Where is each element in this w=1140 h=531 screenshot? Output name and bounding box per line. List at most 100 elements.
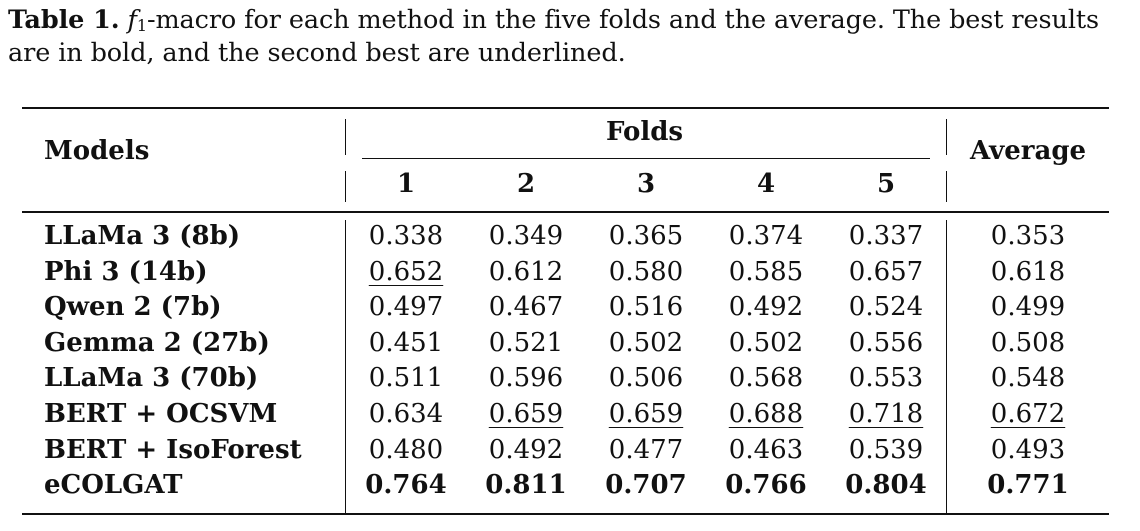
fold-3-score: 0.365 (591, 221, 701, 251)
average-score-text: 0.493 (990, 434, 1066, 465)
fold-4-score: 0.568 (711, 363, 821, 393)
fold-score-text: 0.553 (848, 363, 924, 394)
fold-score-text: 0.580 (608, 256, 684, 287)
average-score: 0.353 (973, 221, 1083, 251)
fold-score-text: 0.596 (488, 363, 564, 394)
fold-score-text: 0.497 (368, 292, 444, 323)
fold-5-score: 0.539 (831, 435, 941, 465)
fold-score-text: 0.766 (725, 470, 807, 501)
fold-score-text: 0.374 (728, 221, 804, 251)
fold-1-score: 0.497 (351, 292, 461, 322)
fold-1-score: 0.764 (351, 470, 461, 500)
average-score: 0.499 (973, 292, 1083, 322)
fold-score-text: 0.612 (488, 256, 564, 287)
header-fold-3: 3 (636, 169, 656, 199)
average-score-text: 0.618 (990, 256, 1066, 287)
average-score-text: 0.499 (990, 292, 1066, 323)
fold-score-text: 0.568 (728, 363, 804, 394)
average-score: 0.618 (973, 257, 1083, 287)
fold-score-text: 0.539 (848, 434, 924, 465)
fold-1-score: 0.634 (351, 399, 461, 429)
header-models: Models (44, 136, 150, 166)
fold-score-text: 0.511 (368, 363, 444, 394)
fold-score-text: 0.652 (368, 256, 444, 287)
table-caption: Table 1. f1-macro for each method in the… (8, 4, 1132, 70)
average-score-text: 0.548 (990, 363, 1066, 394)
fold-score-text: 0.804 (845, 470, 927, 501)
fold-score-text: 0.516 (608, 292, 684, 323)
fold-4-score: 0.374 (711, 221, 821, 251)
fold-score-text: 0.659 (488, 399, 564, 429)
fold-1-score: 0.338 (351, 221, 461, 251)
fold-5-score: 0.553 (831, 363, 941, 393)
fold-5-score: 0.718 (831, 399, 941, 429)
header-fold-1: 1 (396, 169, 416, 199)
average-score: 0.672 (973, 399, 1083, 429)
model-name: LLaMa 3 (8b) (44, 221, 241, 251)
folds-cmidrule (362, 158, 930, 159)
fold-5-score: 0.524 (831, 292, 941, 322)
vertical-separator (946, 220, 947, 513)
fold-1-score: 0.480 (351, 435, 461, 465)
fold-score-text: 0.451 (368, 327, 444, 358)
fold-1-score: 0.511 (351, 363, 461, 393)
header-fold-2: 2 (516, 169, 536, 199)
header-folds: Folds (606, 117, 684, 147)
fold-3-score: 0.502 (591, 328, 701, 358)
model-name: Phi 3 (14b) (44, 256, 208, 287)
fold-score-text: 0.349 (488, 221, 564, 251)
fold-2-score: 0.521 (471, 328, 581, 358)
average-score: 0.548 (973, 363, 1083, 393)
average-score: 0.493 (973, 435, 1083, 465)
vertical-separator (345, 171, 346, 202)
fold-4-score: 0.463 (711, 435, 821, 465)
average-score: 0.771 (973, 470, 1083, 500)
fold-score-text: 0.492 (728, 292, 804, 323)
fold-score-text: 0.502 (728, 327, 804, 358)
caption-metric-subscript: 1 (136, 16, 147, 35)
fold-2-score: 0.596 (471, 363, 581, 393)
model-name: BERT + IsoForest (44, 434, 302, 465)
fold-score-text: 0.480 (368, 434, 444, 465)
fold-3-score: 0.477 (591, 435, 701, 465)
fold-3-score: 0.580 (591, 257, 701, 287)
fold-score-text: 0.467 (488, 292, 564, 323)
fold-5-score: 0.804 (831, 470, 941, 500)
vertical-separator (946, 171, 947, 202)
fold-score-text: 0.477 (608, 434, 684, 465)
fold-2-score: 0.467 (471, 292, 581, 322)
fold-2-score: 0.659 (471, 399, 581, 429)
model-name: Qwen 2 (7b) (44, 292, 222, 323)
fold-score-text: 0.524 (848, 292, 924, 323)
fold-1-score: 0.451 (351, 328, 461, 358)
model-name: BERT + OCSVM (44, 399, 278, 429)
caption-label: Table 1. (8, 5, 120, 35)
fold-score-text: 0.634 (368, 399, 444, 429)
average-score-text: 0.508 (990, 327, 1066, 358)
fold-2-score: 0.811 (471, 470, 581, 500)
fold-2-score: 0.612 (471, 257, 581, 287)
fold-score-text: 0.657 (848, 256, 924, 287)
fold-4-score: 0.492 (711, 292, 821, 322)
average-score-text: 0.771 (987, 470, 1069, 501)
model-name: LLaMa 3 (70b) (44, 363, 259, 394)
fold-score-text: 0.707 (605, 470, 687, 501)
top-rule (22, 107, 1109, 109)
fold-score-text: 0.718 (848, 399, 924, 429)
fold-score-text: 0.365 (608, 221, 684, 251)
header-fold-5: 5 (876, 169, 896, 199)
fold-score-text: 0.463 (728, 434, 804, 465)
fold-5-score: 0.556 (831, 328, 941, 358)
fold-3-score: 0.516 (591, 292, 701, 322)
fold-score-text: 0.338 (368, 221, 444, 251)
fold-3-score: 0.659 (591, 399, 701, 429)
caption-text: -macro for each method in the five folds… (8, 5, 1100, 68)
fold-score-text: 0.492 (488, 434, 564, 465)
vertical-separator (946, 119, 947, 155)
model-name: Gemma 2 (27b) (44, 327, 270, 358)
model-name: eCOLGAT (44, 470, 183, 501)
header-average: Average (970, 136, 1087, 166)
average-score: 0.508 (973, 328, 1083, 358)
fold-3-score: 0.707 (591, 470, 701, 500)
fold-4-score: 0.766 (711, 470, 821, 500)
